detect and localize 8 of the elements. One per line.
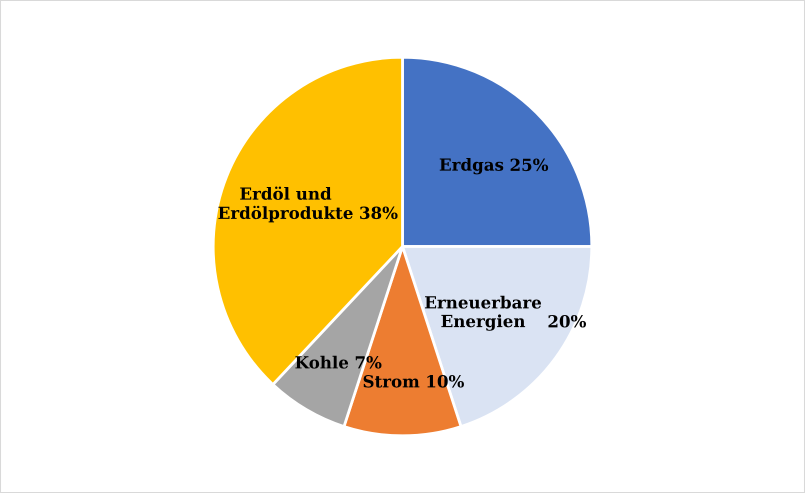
- data-label: 38%: [360, 206, 398, 220]
- slice-label: Erdgas: [440, 158, 504, 174]
- slice-label: Erneuerbare Energien: [425, 296, 542, 331]
- slice-label: Erdöl und Erdölprodukte: [218, 186, 353, 222]
- data-label: 25%: [510, 158, 548, 172]
- slice-label: Strom: [364, 375, 420, 388]
- data-label: 20%: [548, 314, 586, 328]
- slice-label: Kohle: [295, 356, 348, 369]
